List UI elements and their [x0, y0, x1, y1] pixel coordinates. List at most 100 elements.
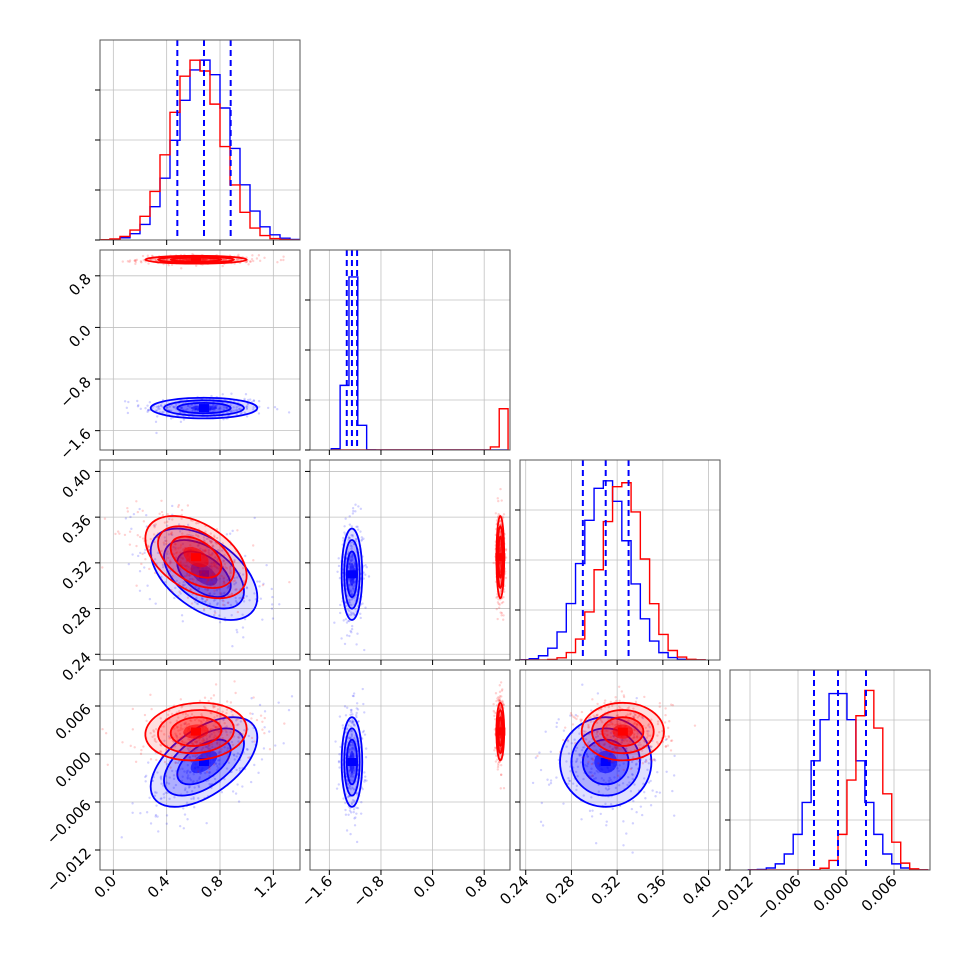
sample-point: [616, 746, 619, 750]
sample-point: [181, 775, 184, 778]
sample-point: [172, 545, 175, 549]
sample-point: [643, 695, 646, 699]
sample-point: [348, 809, 352, 812]
sample-point: [670, 739, 674, 742]
sample-point: [536, 754, 539, 758]
sample-point: [179, 561, 182, 565]
sample-point: [252, 259, 255, 263]
sample-point: [232, 580, 235, 583]
sample-point: [351, 787, 355, 790]
sample-point: [210, 732, 213, 736]
sample-point: [239, 720, 243, 723]
sample-point: [179, 420, 183, 424]
sample-point: [601, 720, 604, 724]
sample-point: [163, 543, 166, 546]
sample-point: [166, 791, 169, 795]
sample-point: [494, 512, 498, 515]
sample-point: [139, 407, 142, 411]
sample-point: [359, 812, 363, 815]
sample-point: [590, 743, 594, 747]
sample-point: [179, 551, 182, 554]
sample-point: [220, 791, 224, 794]
sample-point: [361, 602, 364, 605]
sample-point: [225, 405, 228, 409]
sample-point: [174, 403, 178, 406]
sample-point: [228, 593, 232, 597]
sample-point: [356, 528, 360, 531]
sample-point: [592, 762, 595, 765]
sample-point: [243, 729, 246, 732]
sample-point: [624, 747, 628, 750]
sample-point: [208, 767, 211, 770]
sample-point: [343, 525, 346, 528]
sample-point: [139, 752, 143, 756]
sample-point: [161, 563, 165, 567]
sample-point: [169, 533, 173, 536]
sample-point: [341, 727, 345, 730]
sample-point: [222, 559, 225, 563]
sample-point: [192, 773, 195, 776]
sample-point: [617, 748, 621, 751]
sample-point: [598, 732, 602, 736]
sample-point: [162, 410, 165, 414]
sample-point: [228, 532, 232, 535]
sample-point: [338, 611, 342, 615]
sample-point: [203, 571, 206, 574]
sample-point: [144, 407, 147, 410]
sample-point: [196, 544, 200, 547]
sample-point: [184, 787, 187, 790]
contour-0-2: [345, 550, 359, 599]
sample-point: [225, 725, 228, 728]
sample-point: [190, 602, 194, 605]
sample-point: [636, 734, 639, 738]
sample-point: [350, 593, 353, 596]
sample-point: [671, 703, 675, 707]
sample-point: [148, 597, 152, 601]
sample-point: [154, 727, 158, 731]
sample-point: [612, 734, 615, 738]
sample-point: [156, 551, 160, 555]
sample-point: [216, 708, 220, 711]
sample-point: [355, 740, 358, 743]
sample-point: [218, 762, 221, 766]
sample-point: [501, 600, 505, 604]
sample-point: [607, 705, 610, 709]
sample-point: [337, 760, 341, 763]
sample-point: [607, 759, 611, 762]
sample-point: [613, 723, 617, 727]
sample-point: [222, 599, 225, 603]
sample-point: [363, 711, 366, 714]
sample-point: [599, 812, 602, 816]
sample-point: [208, 770, 211, 774]
sample-point: [153, 794, 157, 797]
sample-point: [649, 758, 652, 761]
sample-point: [498, 684, 501, 687]
sample-point: [258, 259, 262, 263]
sample-point: [351, 554, 354, 557]
sample-point: [351, 713, 354, 716]
sample-point: [575, 746, 579, 750]
sample-point: [244, 393, 248, 396]
sample-point: [261, 583, 265, 587]
sample-point: [190, 797, 193, 801]
sample-point: [499, 590, 502, 593]
sample-point: [235, 601, 238, 604]
sample-point: [138, 535, 142, 539]
sample-point: [210, 562, 213, 566]
sample-point: [364, 606, 367, 609]
sample-point: [225, 767, 229, 770]
sample-point: [587, 725, 590, 728]
sample-point: [221, 599, 224, 602]
sample-point: [133, 259, 136, 262]
sample-point: [632, 715, 635, 718]
sample-point: [540, 801, 544, 805]
sample-point: [183, 583, 187, 586]
density-peak-0: [600, 758, 611, 766]
sample-point: [245, 407, 249, 411]
sample-point: [591, 757, 594, 760]
sample-point: [203, 696, 207, 699]
sample-point: [222, 582, 225, 585]
sample-point: [622, 739, 626, 742]
sample-point: [156, 815, 159, 818]
sample-point: [158, 512, 161, 515]
